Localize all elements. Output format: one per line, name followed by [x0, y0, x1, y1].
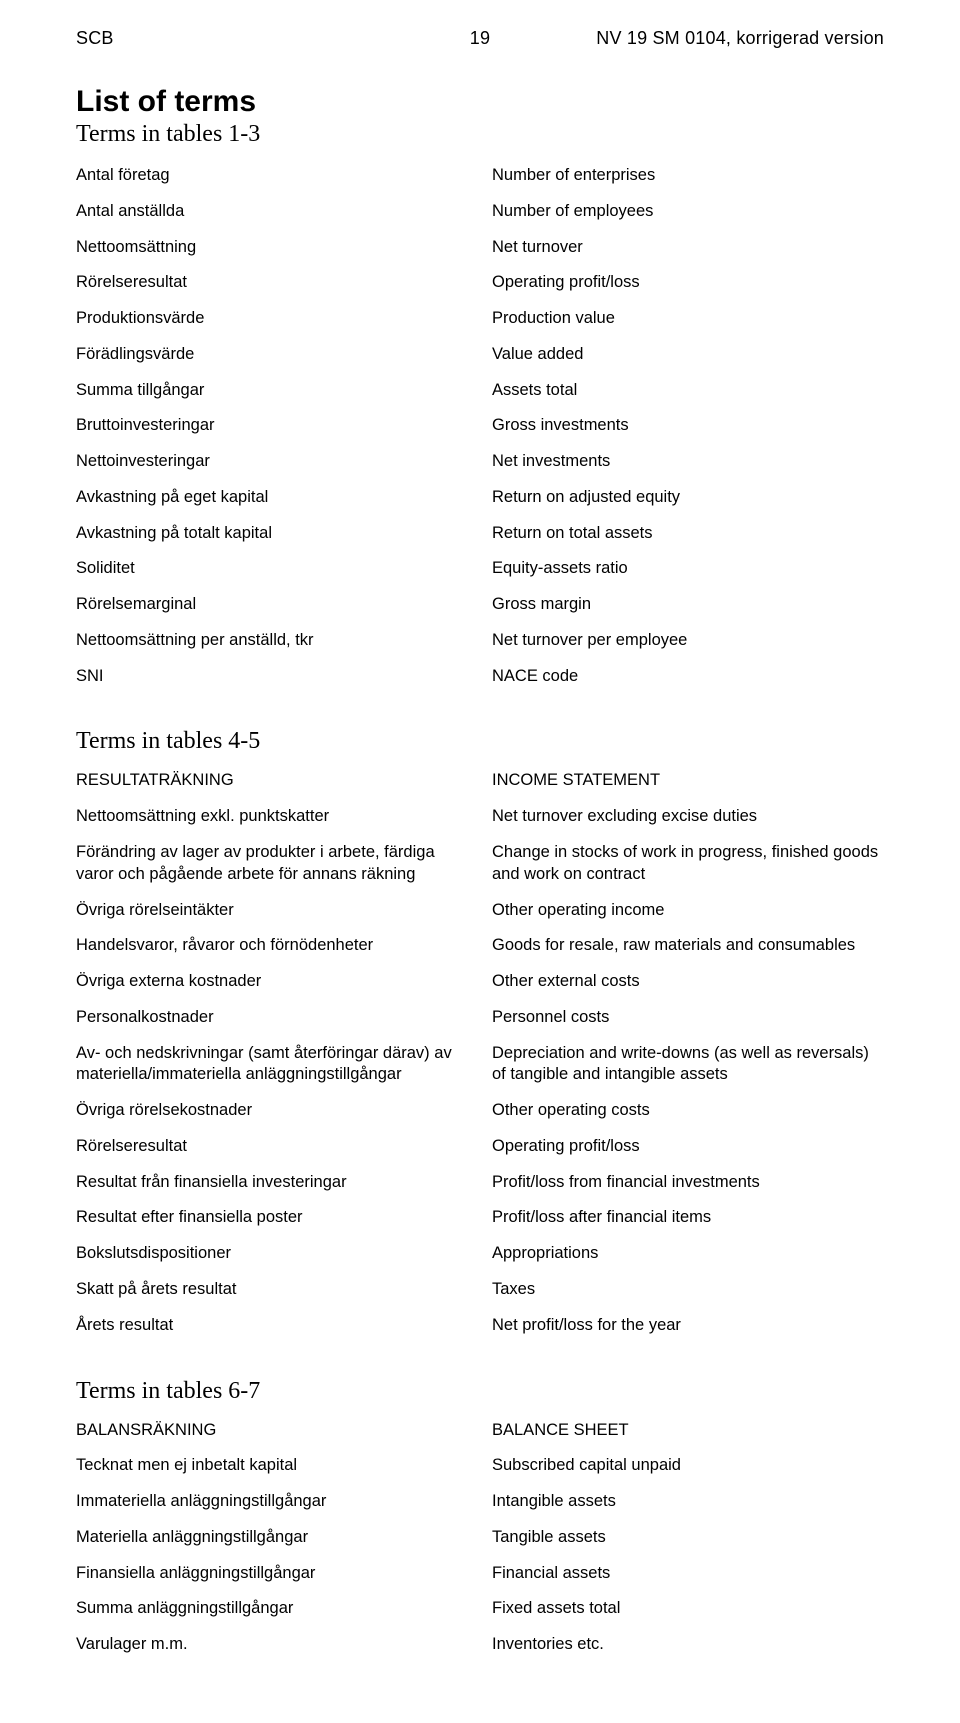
terms-table: RESULTATRÄKNINGINCOME STATEMENTNettoomsä…: [76, 763, 884, 1343]
term-english: Financial assets: [484, 1556, 884, 1592]
page-title: List of terms: [76, 85, 884, 119]
term-swedish: Varulager m.m.: [76, 1627, 476, 1663]
term-english: Operating profit/loss: [484, 265, 884, 301]
section-heading: Terms in tables 1-3: [76, 121, 884, 148]
term-swedish: Tecknat men ej inbetalt kapital: [76, 1448, 476, 1484]
term-english: Gross margin: [484, 587, 884, 623]
term-english: Appropriations: [484, 1236, 884, 1272]
term-swedish: BALANSRÄKNING: [76, 1413, 476, 1449]
term-english: Net profit/loss for the year: [484, 1308, 884, 1344]
term-swedish: Av- och nedskrivningar (samt återföringa…: [76, 1036, 476, 1094]
term-swedish: Årets resultat: [76, 1308, 476, 1344]
term-english: Production value: [484, 301, 884, 337]
term-english: Profit/loss from financial investments: [484, 1165, 884, 1201]
term-english: Equity-assets ratio: [484, 551, 884, 587]
section-heading: Terms in tables 6-7: [76, 1378, 884, 1405]
term-swedish: Summa anläggningstillgångar: [76, 1591, 476, 1627]
term-swedish: Soliditet: [76, 551, 476, 587]
term-swedish: Nettoomsättning: [76, 230, 476, 266]
term-swedish: Bruttoinvesteringar: [76, 408, 476, 444]
term-swedish: Personalkostnader: [76, 1000, 476, 1036]
term-swedish: Förädlingsvärde: [76, 337, 476, 373]
term-english: Personnel costs: [484, 1000, 884, 1036]
term-english: Taxes: [484, 1272, 884, 1308]
terms-table: BALANSRÄKNINGBALANCE SHEETTecknat men ej…: [76, 1413, 884, 1663]
term-swedish: Finansiella anläggningstillgångar: [76, 1556, 476, 1592]
term-english: Tangible assets: [484, 1520, 884, 1556]
term-swedish: Övriga externa kostnader: [76, 964, 476, 1000]
term-english: Change in stocks of work in progress, fi…: [484, 835, 884, 893]
term-english: NACE code: [484, 659, 884, 695]
term-english: Goods for resale, raw materials and cons…: [484, 928, 884, 964]
term-swedish: Handelsvaror, råvaror och förnödenheter: [76, 928, 476, 964]
term-swedish: Antal anställda: [76, 194, 476, 230]
term-swedish: Rörelseresultat: [76, 1129, 476, 1165]
term-english: Gross investments: [484, 408, 884, 444]
term-swedish: Förändring av lager av produkter i arbet…: [76, 835, 476, 893]
page-header: SCB 19 NV 19 SM 0104, korrigerad version: [76, 28, 884, 49]
term-swedish: Skatt på årets resultat: [76, 1272, 476, 1308]
term-english: Return on total assets: [484, 516, 884, 552]
term-swedish: RESULTATRÄKNING: [76, 763, 476, 799]
terms-table: Antal företagNumber of enterprisesAntal …: [76, 158, 884, 694]
term-swedish: Summa tillgångar: [76, 373, 476, 409]
term-swedish: Nettoinvesteringar: [76, 444, 476, 480]
term-swedish: Rörelseresultat: [76, 265, 476, 301]
header-left: SCB: [76, 28, 114, 49]
term-english: Profit/loss after financial items: [484, 1200, 884, 1236]
term-swedish: Materiella anläggningstillgångar: [76, 1520, 476, 1556]
term-swedish: Resultat från finansiella investeringar: [76, 1165, 476, 1201]
header-right: NV 19 SM 0104, korrigerad version: [596, 28, 884, 49]
term-english: INCOME STATEMENT: [484, 763, 884, 799]
sections-container: Terms in tables 1-3 Antal företagNumber o…: [76, 121, 884, 1663]
term-swedish: Antal företag: [76, 158, 476, 194]
term-english: Number of enterprises: [484, 158, 884, 194]
term-english: Fixed assets total: [484, 1591, 884, 1627]
term-swedish: Resultat efter finansiella poster: [76, 1200, 476, 1236]
term-swedish: Nettoomsättning exkl. punktskatter: [76, 799, 476, 835]
term-english: Other operating costs: [484, 1093, 884, 1129]
page: SCB 19 NV 19 SM 0104, korrigerad version…: [0, 0, 960, 1723]
term-english: Net turnover excluding excise duties: [484, 799, 884, 835]
term-english: Depreciation and write-downs (as well as…: [484, 1036, 884, 1094]
term-english: Return on adjusted equity: [484, 480, 884, 516]
header-center: 19: [470, 28, 490, 49]
term-swedish: Rörelsemarginal: [76, 587, 476, 623]
section-heading: Terms in tables 4-5: [76, 728, 884, 755]
term-english: Value added: [484, 337, 884, 373]
term-english: Assets total: [484, 373, 884, 409]
term-swedish: Bokslutsdispositioner: [76, 1236, 476, 1272]
term-english: Net turnover per employee: [484, 623, 884, 659]
term-english: Number of employees: [484, 194, 884, 230]
term-swedish: Avkastning på eget kapital: [76, 480, 476, 516]
term-english: Intangible assets: [484, 1484, 884, 1520]
term-swedish: Övriga rörelsekostnader: [76, 1093, 476, 1129]
term-swedish: SNI: [76, 659, 476, 695]
term-swedish: Immateriella anläggningstillgångar: [76, 1484, 476, 1520]
term-english: Operating profit/loss: [484, 1129, 884, 1165]
term-swedish: Avkastning på totalt kapital: [76, 516, 476, 552]
term-english: BALANCE SHEET: [484, 1413, 884, 1449]
term-english: Net investments: [484, 444, 884, 480]
term-swedish: Nettoomsättning per anställd, tkr: [76, 623, 476, 659]
term-swedish: Produktionsvärde: [76, 301, 476, 337]
term-english: Other operating income: [484, 893, 884, 929]
term-english: Subscribed capital unpaid: [484, 1448, 884, 1484]
term-english: Other external costs: [484, 964, 884, 1000]
term-english: Inventories etc.: [484, 1627, 884, 1663]
term-english: Net turnover: [484, 230, 884, 266]
term-swedish: Övriga rörelseintäkter: [76, 893, 476, 929]
